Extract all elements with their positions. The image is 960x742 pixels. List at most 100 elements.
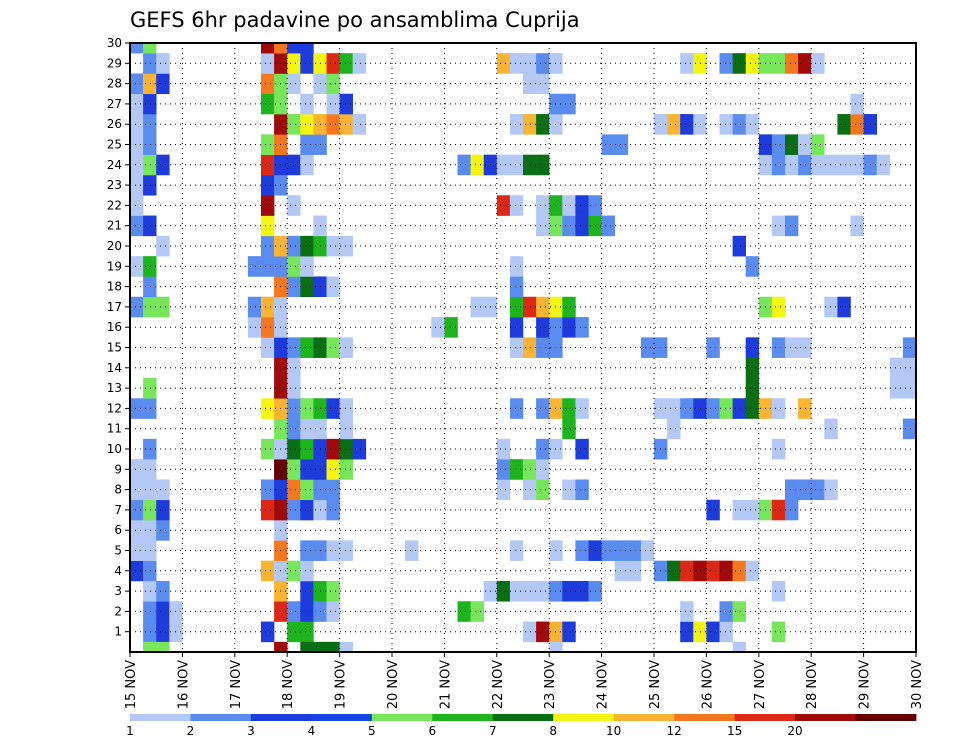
heatmap-cell bbox=[496, 459, 511, 480]
heatmap-cell bbox=[640, 337, 655, 358]
heatmap-cell bbox=[300, 256, 314, 277]
y-tick-label: 7 bbox=[114, 503, 122, 517]
heatmap-cell bbox=[549, 641, 563, 653]
heatmap-cell bbox=[680, 114, 694, 135]
heatmap-cell bbox=[798, 398, 812, 419]
heatmap-cell bbox=[667, 560, 681, 582]
heatmap-cell bbox=[562, 418, 576, 440]
heatmap-cell bbox=[300, 53, 314, 74]
heatmap-cell bbox=[680, 560, 694, 582]
y-tick-label: 20 bbox=[107, 239, 122, 253]
heatmap-cell bbox=[536, 398, 550, 419]
x-tick-label: 16 NOV bbox=[176, 660, 191, 709]
heatmap-cell bbox=[143, 621, 157, 643]
heatmap-cell bbox=[850, 215, 864, 237]
heatmap-cell bbox=[850, 154, 864, 176]
heatmap-cell bbox=[601, 540, 615, 561]
colorbar-swatch bbox=[492, 714, 554, 721]
heatmap-cell bbox=[785, 134, 799, 155]
heatmap-cell bbox=[837, 154, 851, 176]
heatmap-cell bbox=[339, 114, 353, 135]
heatmap-cell bbox=[143, 215, 157, 237]
heatmap-cell bbox=[509, 317, 524, 338]
heatmap-cell bbox=[287, 154, 301, 176]
heatmap-cell bbox=[536, 195, 550, 216]
x-tick-label: 25 NOV bbox=[648, 660, 663, 709]
colorbar-swatch bbox=[734, 714, 796, 721]
heatmap-cell bbox=[143, 154, 157, 176]
heatmap-cell bbox=[470, 154, 484, 176]
heatmap-cell bbox=[536, 296, 550, 318]
heatmap-cell bbox=[247, 256, 262, 277]
colorbar-label: 5 bbox=[368, 724, 376, 738]
colorbar-swatch bbox=[432, 714, 494, 721]
y-tick-label: 10 bbox=[107, 442, 122, 456]
colorbar-swatch bbox=[613, 714, 675, 721]
heatmap-cell bbox=[130, 256, 144, 277]
colorbar-swatch bbox=[855, 714, 917, 721]
heatmap-cell bbox=[745, 499, 760, 521]
heatmap-cell bbox=[575, 195, 589, 216]
heatmap-cell bbox=[523, 296, 537, 318]
heatmap-cell bbox=[274, 641, 288, 653]
heatmap-cell bbox=[496, 53, 511, 74]
heatmap-cell bbox=[785, 499, 799, 521]
heatmap-cell bbox=[405, 540, 419, 561]
heatmap-cell bbox=[143, 641, 157, 653]
heatmap-cell bbox=[667, 398, 681, 419]
y-tick-label: 28 bbox=[107, 77, 122, 91]
y-tick-label: 2 bbox=[114, 604, 122, 618]
heatmap-cell bbox=[287, 560, 301, 582]
heatmap-cell bbox=[667, 418, 681, 440]
heatmap-cell bbox=[745, 377, 760, 399]
heatmap-cell bbox=[536, 621, 550, 643]
heatmap-cell bbox=[457, 601, 471, 622]
heatmap-cell bbox=[130, 43, 144, 54]
heatmap-cell bbox=[771, 621, 786, 643]
colorbar-swatch bbox=[553, 714, 615, 721]
heatmap-cell bbox=[326, 73, 340, 95]
heatmap-cell bbox=[247, 296, 262, 318]
heatmap-cell bbox=[261, 215, 275, 237]
colorbar-label: 6 bbox=[428, 724, 436, 738]
heatmap-cell bbox=[536, 479, 550, 501]
grid-layer bbox=[130, 43, 916, 652]
heatmap-cell bbox=[156, 641, 170, 653]
heatmap-cell bbox=[575, 540, 589, 561]
heatmap-cell bbox=[680, 53, 694, 74]
heatmap-cell bbox=[719, 53, 733, 74]
x-tick-label: 27 NOV bbox=[753, 660, 768, 709]
heatmap-cell bbox=[300, 134, 314, 155]
heatmap-cell bbox=[261, 43, 275, 54]
heatmap-cell bbox=[261, 73, 275, 95]
heatmap-cell bbox=[523, 459, 537, 480]
heatmap-cell bbox=[352, 53, 367, 74]
heatmap-cell bbox=[300, 580, 314, 602]
heatmap-cell bbox=[156, 296, 170, 318]
heatmap-cell bbox=[326, 499, 340, 521]
heatmap-cell bbox=[798, 337, 812, 358]
x-tick-label: 19 NOV bbox=[334, 660, 349, 709]
y-tick-label: 3 bbox=[114, 584, 122, 598]
heatmap-cell bbox=[575, 479, 589, 501]
x-tick-label: 22 NOV bbox=[491, 660, 506, 709]
heatmap-cell bbox=[431, 317, 445, 338]
heatmap-cell bbox=[509, 337, 524, 358]
colorbar-swatch bbox=[371, 714, 433, 721]
y-tick-label: 17 bbox=[107, 300, 122, 314]
heatmap-cell bbox=[771, 296, 786, 318]
x-tick-label: 28 NOV bbox=[805, 660, 820, 709]
heatmap-cell bbox=[156, 520, 170, 541]
heatmap-cell bbox=[614, 560, 629, 582]
heatmap-cell bbox=[143, 459, 157, 480]
heatmap-cell bbox=[889, 377, 904, 399]
heatmap-cell bbox=[627, 540, 642, 561]
heatmap-cell bbox=[261, 479, 275, 501]
heatmap-cell bbox=[156, 479, 170, 501]
heatmap-cell bbox=[287, 418, 301, 440]
heatmap-cell bbox=[143, 601, 157, 622]
heatmap-cell bbox=[247, 317, 262, 338]
heatmap-cell bbox=[352, 114, 367, 135]
heatmap-cell bbox=[771, 398, 786, 419]
y-tick-label: 18 bbox=[107, 280, 122, 294]
